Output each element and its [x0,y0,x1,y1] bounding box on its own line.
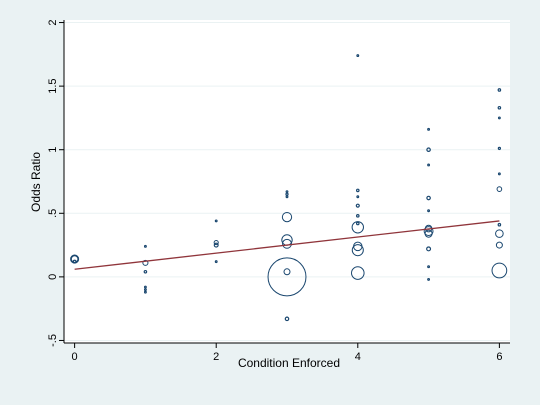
x-tick-label: 6 [496,351,502,363]
data-point [355,214,360,218]
data-point [285,192,289,196]
plot-area [64,20,510,343]
data-point [143,285,147,289]
y-tick-label: -.5 [47,334,59,347]
data-point [427,127,431,131]
data-point [143,290,147,294]
y-axis-label: Odds Ratio [29,152,43,212]
data-point [214,260,218,264]
data-point [351,266,365,280]
data-point [214,219,218,223]
data-point [424,229,433,238]
data-point [213,242,219,248]
x-tick-label: 2 [213,351,219,363]
data-point [497,222,502,227]
data-point [356,54,360,58]
data-point [213,239,219,246]
data-point [496,186,503,192]
y-tick-label: 1 [47,147,59,153]
data-point [143,288,147,292]
data-point [282,238,292,249]
y-tick-label: 2 [47,19,59,25]
data-point [355,188,360,193]
data-point [284,316,290,322]
data-point [497,88,502,92]
gridlines [64,22,510,341]
data-point [142,259,149,266]
data-point [495,229,504,238]
data-point [427,277,431,281]
x-tick-label: 4 [355,351,361,363]
data-point [426,246,432,252]
x-axis: 0 2 4 6 [64,342,510,363]
data-point [143,244,147,248]
data-point [497,172,501,176]
data-point [351,244,364,257]
data-point [267,257,307,297]
data-point [351,221,364,234]
fitted-line [74,220,500,270]
data-point [426,195,431,201]
data-point [355,203,360,208]
data-point [427,163,431,167]
data-point [497,116,501,120]
data-point [497,105,502,110]
data-point [427,265,431,269]
data-point [426,147,431,153]
y-tick-label: 0 [47,274,59,280]
data-point [281,211,293,223]
data-point [72,259,77,264]
data-point [356,195,360,199]
data-point [143,269,148,274]
y-tick-label: 1.5 [47,78,59,93]
data-point [497,146,502,151]
data-point [355,221,360,226]
data-markers [70,54,508,322]
data-point [285,195,289,199]
data-point [423,226,434,237]
data-point [495,241,503,249]
data-point [491,262,508,279]
y-tick-label: .5 [47,209,59,218]
x-tick-label: 0 [72,351,78,363]
data-point [283,268,291,276]
y-axis: -.5 0 .5 1 1.5 2 [47,19,65,347]
data-point [285,190,289,194]
x-axis-label: Condition Enforced [238,356,340,370]
data-point [427,209,431,213]
